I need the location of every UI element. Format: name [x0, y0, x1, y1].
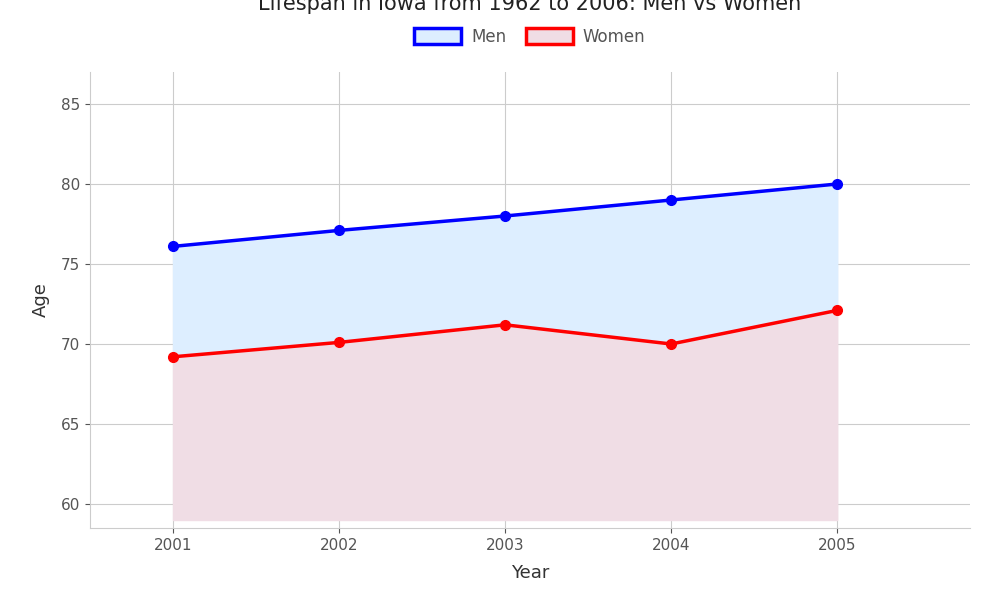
X-axis label: Year: Year — [511, 564, 549, 582]
Legend: Men, Women: Men, Women — [408, 21, 652, 52]
Y-axis label: Age: Age — [32, 283, 50, 317]
Title: Lifespan in Iowa from 1962 to 2006: Men vs Women: Lifespan in Iowa from 1962 to 2006: Men … — [258, 0, 802, 13]
